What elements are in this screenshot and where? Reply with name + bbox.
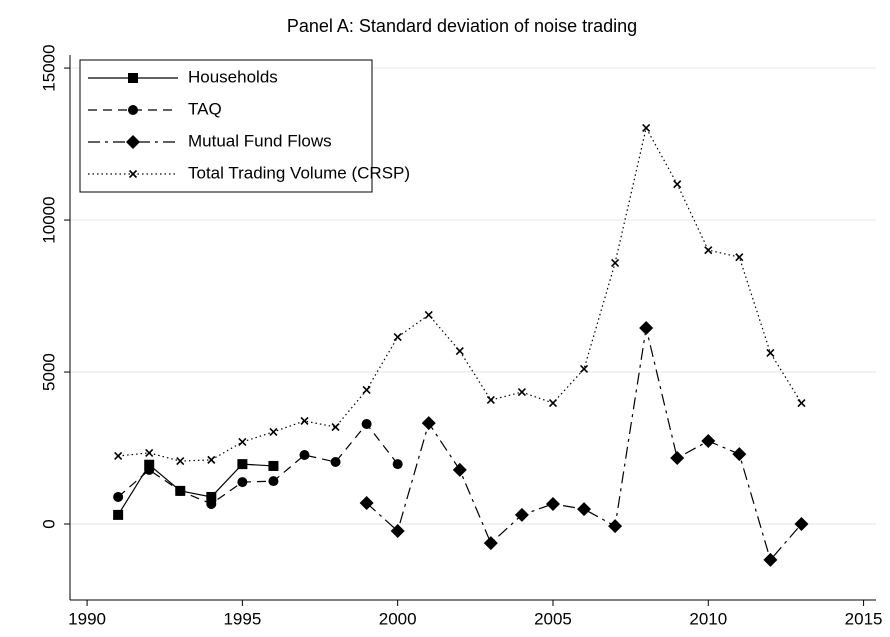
marker (421, 416, 436, 431)
marker (732, 447, 747, 462)
y-tick-label: 0 (39, 519, 58, 528)
marker (176, 457, 185, 466)
x-tick-label: 1995 (223, 609, 261, 628)
marker (144, 464, 155, 475)
marker (545, 496, 560, 511)
series-line (117, 423, 399, 505)
series-line (117, 463, 274, 516)
x-tick-label: 2010 (689, 609, 727, 628)
marker (514, 507, 529, 522)
marker (392, 459, 403, 470)
marker (670, 451, 685, 466)
marker (517, 388, 526, 397)
marker (128, 169, 138, 179)
marker (579, 364, 589, 374)
marker (362, 385, 371, 395)
marker (611, 258, 620, 267)
y-tick-label: 15000 (39, 44, 58, 91)
marker (452, 462, 467, 477)
marker (455, 346, 464, 356)
legend-label: TAQ (188, 99, 222, 118)
marker (704, 246, 713, 255)
marker (548, 398, 558, 408)
marker (763, 552, 778, 567)
marker (175, 485, 186, 496)
marker (206, 498, 217, 509)
marker (269, 427, 278, 436)
marker (206, 491, 217, 502)
marker (642, 123, 651, 133)
marker (128, 105, 138, 115)
marker (268, 476, 279, 487)
marker (126, 135, 140, 149)
marker (639, 320, 654, 335)
marker (330, 457, 341, 468)
marker (268, 460, 279, 471)
legend: Households TAQ Mutual Fund Flows Total Trad… (79, 59, 410, 193)
y-tick-label: 10000 (39, 196, 58, 243)
x-tick-label: 2015 (845, 609, 883, 628)
marker (128, 73, 138, 83)
legend-label: Households (188, 67, 278, 86)
marker (608, 519, 623, 534)
marker (237, 459, 248, 470)
marker (113, 509, 124, 520)
marker (207, 455, 216, 464)
marker (735, 253, 744, 262)
marker (238, 437, 247, 447)
marker (331, 422, 340, 432)
marker (390, 524, 405, 539)
x-tick-label: 2000 (379, 609, 417, 628)
marker (393, 333, 402, 342)
marker (361, 419, 372, 430)
marker (424, 310, 433, 319)
marker (483, 536, 498, 551)
marker (145, 448, 154, 457)
marker (300, 416, 309, 426)
marker (114, 451, 123, 460)
x-tick-label: 2005 (534, 609, 572, 628)
marker (701, 434, 716, 449)
y-tick-label: 5000 (39, 353, 58, 391)
series-line (366, 327, 802, 562)
marker (237, 477, 248, 488)
legend-label: Mutual Fund Flows (188, 131, 332, 150)
marker (113, 491, 124, 502)
marker (577, 502, 592, 517)
x-tick-label: 1990 (68, 609, 106, 628)
marker (797, 398, 806, 408)
marker (144, 459, 155, 470)
marker (794, 517, 809, 532)
marker (359, 496, 374, 511)
chart-title: Panel A: Standard deviation of noise tra… (287, 16, 637, 36)
marker (486, 395, 495, 405)
legend-label: Total Trading Volume (CRSP) (188, 163, 410, 182)
marker (766, 348, 775, 357)
marker (299, 450, 310, 461)
marker (673, 180, 682, 189)
